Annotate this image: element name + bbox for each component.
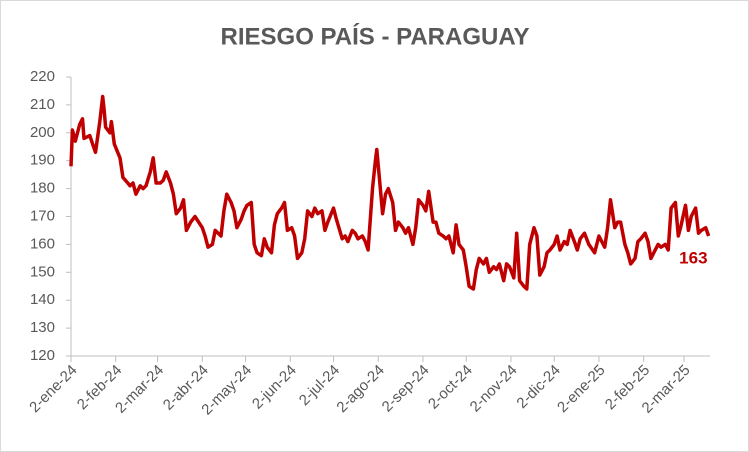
y-tick-label: 190 xyxy=(30,152,55,169)
chart-title: RIESGO PAÍS - PARAGUAY xyxy=(221,22,530,50)
y-tick-label: 120 xyxy=(30,347,55,364)
y-tick-label: 210 xyxy=(30,96,55,113)
y-tick-label: 160 xyxy=(30,235,55,252)
data-label: 163 xyxy=(679,249,707,268)
y-tick-label: 180 xyxy=(30,180,55,197)
y-tick-label: 150 xyxy=(30,263,55,280)
y-tick-label: 200 xyxy=(30,124,55,141)
y-tick-label: 220 xyxy=(30,68,55,85)
series-line xyxy=(69,94,711,291)
y-tick-label: 130 xyxy=(30,319,55,336)
y-tick-label: 140 xyxy=(30,291,55,308)
y-tick-label: 170 xyxy=(30,207,55,224)
